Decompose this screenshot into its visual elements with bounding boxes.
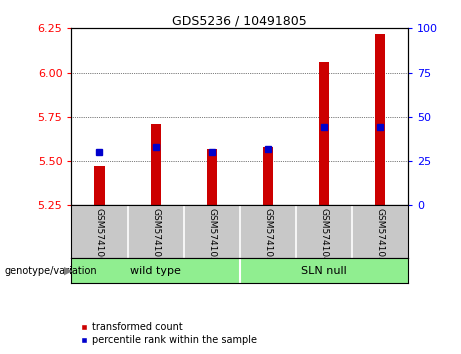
Bar bbox=[207, 149, 217, 205]
Text: GSM574100: GSM574100 bbox=[95, 208, 104, 263]
Text: SLN null: SLN null bbox=[301, 266, 347, 276]
Text: GSM574104: GSM574104 bbox=[319, 208, 328, 263]
Text: GSM574103: GSM574103 bbox=[263, 208, 272, 263]
Text: GSM574102: GSM574102 bbox=[207, 208, 216, 263]
Bar bbox=[375, 34, 385, 205]
Title: GDS5236 / 10491805: GDS5236 / 10491805 bbox=[172, 14, 307, 27]
Bar bbox=[263, 147, 273, 205]
Text: GSM574101: GSM574101 bbox=[151, 208, 160, 263]
Text: GSM574105: GSM574105 bbox=[375, 208, 384, 263]
Legend: transformed count, percentile rank within the sample: transformed count, percentile rank withi… bbox=[77, 319, 261, 349]
Bar bbox=[151, 124, 160, 205]
Text: wild type: wild type bbox=[130, 266, 181, 276]
Text: genotype/variation: genotype/variation bbox=[5, 266, 97, 276]
Bar bbox=[319, 62, 329, 205]
Text: ▶: ▶ bbox=[64, 266, 72, 276]
Bar bbox=[95, 166, 105, 205]
